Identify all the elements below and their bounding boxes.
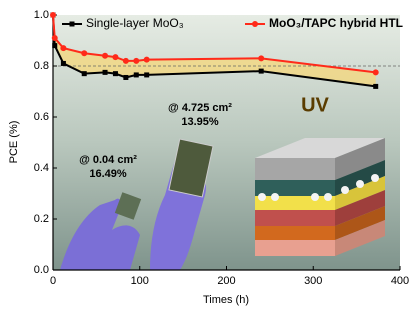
point	[113, 71, 118, 76]
annotation: @ 0.04 cm²	[79, 154, 137, 166]
point	[52, 35, 58, 41]
point	[52, 43, 57, 48]
legend-marker	[70, 22, 75, 27]
y-tick-label: 0.2	[34, 213, 49, 225]
y-tick-label: 0.4	[34, 162, 49, 174]
point	[123, 58, 129, 64]
x-tick-label: 100	[131, 275, 149, 287]
point	[60, 45, 66, 51]
point	[112, 54, 118, 60]
x-tick-label: 0	[50, 275, 56, 287]
annotation: 16.49%	[89, 168, 127, 180]
annotation: @ 4.725 cm²	[168, 102, 232, 114]
y-tick-label: 0.0	[34, 264, 49, 276]
point	[144, 57, 150, 63]
point	[133, 58, 139, 64]
point	[82, 71, 87, 76]
y-tick-label: 1.0	[34, 9, 49, 21]
x-tick-label: 200	[217, 275, 235, 287]
legend-label: Single-layer MoO₃	[86, 16, 184, 30]
point	[259, 69, 264, 74]
point	[373, 69, 379, 75]
x-tick-label: 400	[391, 275, 409, 287]
point	[103, 70, 108, 75]
point	[373, 84, 378, 89]
point	[123, 75, 128, 80]
x-tick-label: 300	[304, 275, 322, 287]
annotation: UV	[301, 94, 329, 116]
legend-marker	[252, 21, 258, 27]
device-stack	[255, 138, 385, 256]
point	[102, 53, 108, 59]
y-tick-label: 0.8	[34, 60, 49, 72]
point	[258, 55, 264, 61]
annotation: 13.95%	[181, 116, 219, 128]
chart: @ 4.725 cm² 13.95% @ 0.04 cm² 16.49% UV …	[0, 0, 411, 310]
x-axis-title: Times (h)	[203, 294, 249, 306]
point	[61, 61, 66, 66]
point	[144, 72, 149, 77]
point	[50, 12, 56, 18]
legend-label: MoO₃/TAPC hybrid HTL	[269, 16, 403, 30]
y-tick-label: 0.6	[34, 111, 49, 123]
point	[134, 72, 139, 77]
y-axis-title: PCE (%)	[8, 121, 20, 164]
point	[81, 50, 87, 56]
